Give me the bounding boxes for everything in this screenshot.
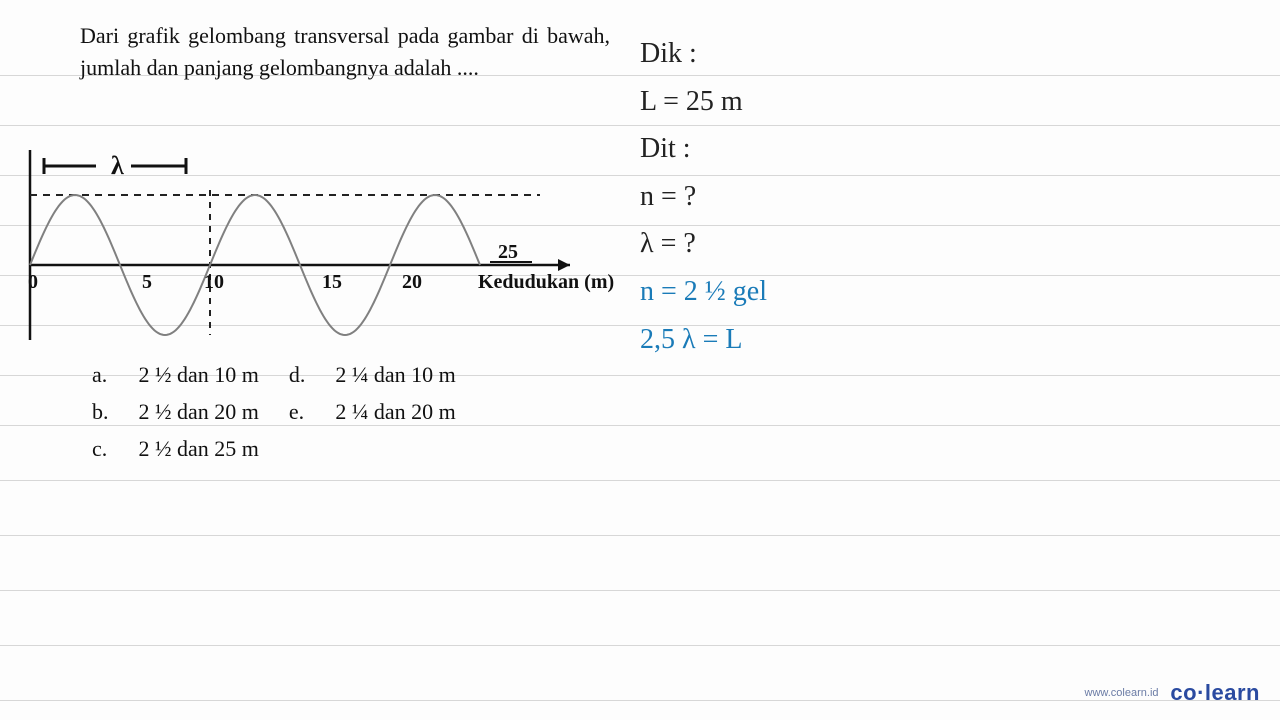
handwritten-work: Dik : L = 25 m Dit : n = ? λ = ? n = 2 ½… xyxy=(640,30,1240,363)
tick-0: 0 xyxy=(28,271,38,293)
option-b: 2 ½ dan 20 m xyxy=(139,394,287,429)
tick-10: 10 xyxy=(204,271,224,293)
option-c: 2 ½ dan 25 m xyxy=(139,431,287,466)
option-b-letter: b. xyxy=(92,394,137,429)
answer-options: a. 2 ½ dan 10 m d. 2 ¼ dan 10 m b. 2 ½ d… xyxy=(90,355,486,469)
n-answer: n = 2 ½ gel xyxy=(640,268,1240,316)
tick-5: 5 xyxy=(142,271,152,293)
tick-15: 15 xyxy=(322,271,342,293)
lambda-equation: 2,5 λ = L xyxy=(640,316,1240,364)
option-d: 2 ¼ dan 10 m xyxy=(335,357,483,392)
footer-url: www.colearn.id xyxy=(1085,687,1159,699)
lambda-question: λ = ? xyxy=(640,220,1240,268)
option-c-letter: c. xyxy=(92,431,137,466)
n-question: n = ? xyxy=(640,173,1240,221)
l-value: L = 25 m xyxy=(640,78,1240,126)
footer-brand: www.colearn.id co·learn xyxy=(1085,680,1260,706)
question-text: Dari grafik gelombang transversal pada g… xyxy=(80,20,610,84)
footer-logo: co·learn xyxy=(1170,680,1260,705)
option-a-letter: a. xyxy=(92,357,137,392)
x-axis-label: Kedudukan (m) xyxy=(478,271,614,293)
option-e: 2 ¼ dan 20 m xyxy=(335,394,483,429)
tick-25: 25 xyxy=(498,241,518,263)
option-a: 2 ½ dan 10 m xyxy=(139,357,287,392)
tick-20: 20 xyxy=(402,271,422,293)
dik-heading: Dik : xyxy=(640,30,1240,78)
wave-chart: 0 5 10 15 20 25 Kedudukan (m) xyxy=(10,140,620,360)
option-d-letter: d. xyxy=(289,357,334,392)
dit-heading: Dit : xyxy=(640,125,1240,173)
option-e-letter: e. xyxy=(289,394,334,429)
